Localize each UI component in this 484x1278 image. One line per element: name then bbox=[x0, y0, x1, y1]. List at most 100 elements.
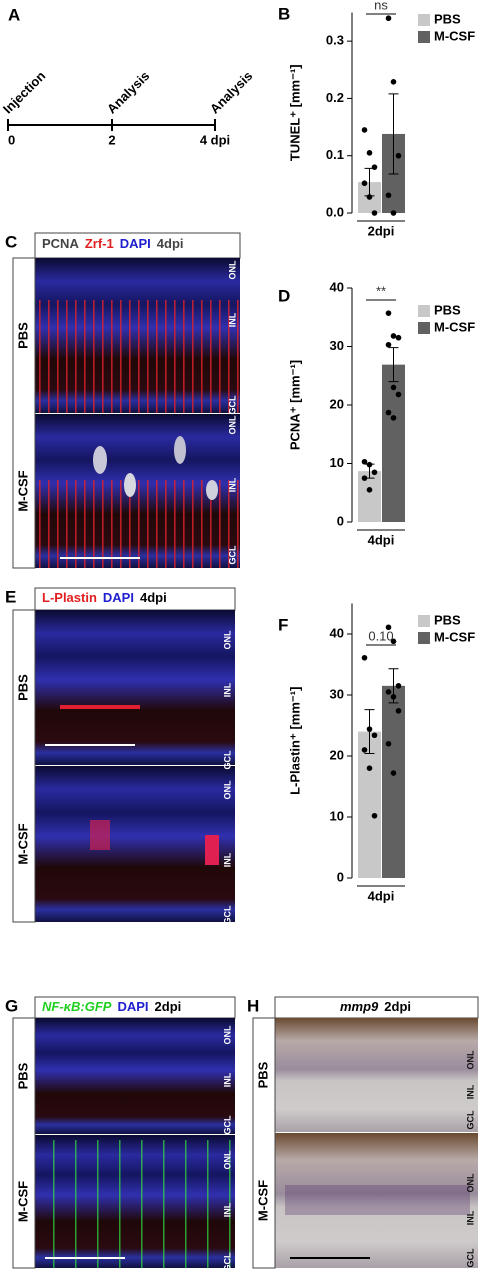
y-tick-label: 30 bbox=[330, 686, 344, 701]
y-tick-label: 0.2 bbox=[326, 90, 344, 105]
legend-swatch bbox=[418, 322, 430, 334]
y-axis-label: L-Plastin⁺ [mm⁻¹] bbox=[287, 687, 302, 795]
y-tick-label: 30 bbox=[330, 338, 344, 353]
data-point bbox=[361, 475, 368, 481]
header-term: 4dpi bbox=[140, 590, 167, 605]
header-term: PCNA bbox=[42, 236, 79, 251]
panel-label: F bbox=[278, 615, 288, 634]
legend-swatch bbox=[418, 615, 430, 627]
data-point bbox=[390, 384, 397, 391]
y-tick-label: 40 bbox=[330, 279, 344, 294]
error-bar bbox=[388, 93, 399, 175]
y-tick-label: 0.3 bbox=[326, 33, 344, 48]
data-point bbox=[395, 391, 402, 398]
layer-label: ONL bbox=[227, 260, 237, 280]
error-bar bbox=[388, 347, 399, 383]
data-point bbox=[395, 683, 402, 689]
y-tick-label: 10 bbox=[330, 808, 344, 823]
y-tick-label: 0.0 bbox=[326, 204, 344, 219]
panel-label: C bbox=[5, 232, 17, 251]
header-term: 4dpi bbox=[157, 236, 184, 251]
data-point bbox=[385, 624, 392, 631]
layer-label: ONL bbox=[222, 780, 232, 800]
legend-swatch bbox=[418, 632, 430, 644]
significance-label: ** bbox=[376, 283, 386, 298]
data-point bbox=[366, 487, 373, 493]
data-point bbox=[395, 334, 402, 341]
layer-label: INL bbox=[222, 852, 232, 867]
layer-label: ONL bbox=[222, 1150, 232, 1170]
y-tick-label: 0.1 bbox=[326, 147, 344, 162]
data-point bbox=[366, 765, 373, 771]
layer-label: GCL bbox=[222, 1115, 232, 1135]
data-point bbox=[366, 194, 373, 200]
timeline-tick-label: 0 bbox=[8, 132, 15, 147]
layer-label: INL bbox=[227, 312, 237, 327]
layer-label: GCL bbox=[227, 395, 237, 415]
layer-label: INL bbox=[465, 1084, 475, 1099]
data-point bbox=[361, 180, 368, 187]
layer-label: INL bbox=[222, 1072, 232, 1087]
significance-label: ns bbox=[374, 0, 388, 12]
layer-label: GCL bbox=[465, 1248, 475, 1268]
micrograph-header: mmp9 2dpi bbox=[340, 999, 411, 1014]
legend-label: M-CSF bbox=[434, 629, 475, 644]
condition-label: PBS bbox=[255, 1061, 270, 1088]
data-point bbox=[390, 638, 397, 645]
legend-swatch bbox=[418, 305, 430, 317]
y-tick-label: 20 bbox=[330, 747, 344, 762]
condition-label: M-CSF bbox=[15, 1181, 30, 1222]
header-term: 2dpi bbox=[384, 999, 411, 1014]
micrograph-c bbox=[12, 232, 241, 569]
condition-label: M-CSF bbox=[255, 1180, 270, 1221]
header-term: NF-κB:GFP bbox=[42, 999, 112, 1014]
significance-label: 0.10 bbox=[368, 628, 393, 643]
condition-label: M-CSF bbox=[15, 823, 30, 864]
x-axis-label: 4dpi bbox=[368, 532, 395, 547]
data-point bbox=[385, 341, 392, 348]
legend-label: M-CSF bbox=[434, 28, 475, 43]
layer-label: INL bbox=[465, 1210, 475, 1225]
layer-label: INL bbox=[222, 1202, 232, 1217]
condition-label: PBS bbox=[15, 1062, 30, 1089]
data-point bbox=[395, 152, 402, 159]
layer-label: ONL bbox=[465, 1173, 475, 1193]
layer-label: ONL bbox=[222, 630, 232, 650]
data-point bbox=[361, 127, 368, 133]
condition-label: PBS bbox=[15, 322, 30, 349]
data-point bbox=[371, 732, 378, 739]
legend-label: M-CSF bbox=[434, 319, 475, 334]
data-point bbox=[395, 708, 402, 714]
data-point bbox=[371, 164, 378, 170]
data-point bbox=[390, 210, 397, 216]
timeline-event: Analysis bbox=[104, 68, 152, 116]
data-point bbox=[366, 461, 373, 468]
header-term: Zrf-1 bbox=[85, 236, 114, 251]
y-tick-label: 0 bbox=[337, 513, 344, 528]
x-axis-label: 2dpi bbox=[368, 223, 395, 238]
data-point bbox=[371, 469, 378, 476]
condition-label: PBS bbox=[15, 674, 30, 701]
condition-label: M-CSF bbox=[15, 470, 30, 511]
x-axis-label: 4dpi bbox=[368, 888, 395, 903]
header-term: mmp9 bbox=[340, 999, 379, 1014]
data-point bbox=[385, 192, 392, 199]
panel-label: H bbox=[247, 996, 259, 1015]
header-term: DAPI bbox=[120, 236, 151, 251]
data-point bbox=[390, 415, 397, 421]
timeline-event: Analysis bbox=[207, 68, 255, 116]
micrograph-h bbox=[252, 996, 479, 1269]
panel-label: B bbox=[278, 4, 290, 23]
bar bbox=[358, 731, 381, 878]
timeline-tick-label: 4 dpi bbox=[200, 132, 230, 147]
data-point bbox=[361, 458, 368, 465]
legend-swatch bbox=[418, 14, 430, 26]
legend-swatch bbox=[418, 31, 430, 43]
bar bbox=[382, 685, 405, 878]
data-point bbox=[390, 79, 397, 85]
y-tick-label: 0 bbox=[337, 869, 344, 884]
layer-label: GCL bbox=[227, 545, 237, 565]
panel-label: G bbox=[5, 996, 18, 1015]
header-term: L-Plastin bbox=[42, 590, 97, 605]
timeline-tick-label: 2 bbox=[108, 132, 115, 147]
